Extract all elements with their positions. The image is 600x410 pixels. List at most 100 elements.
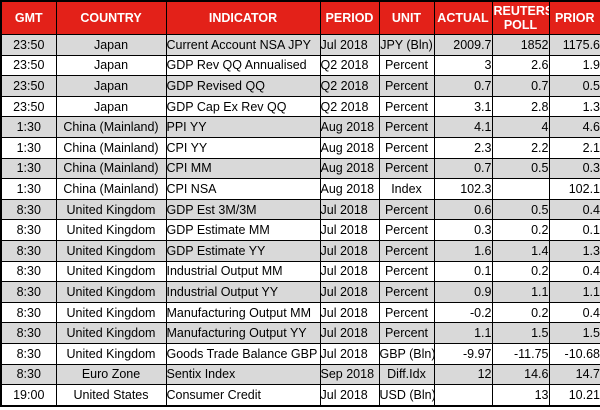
table-cell-actual: 12 [433,363,493,386]
table-cell-indicator: Goods Trade Balance GBP [165,342,321,365]
table-cell-reuters_poll: 0.5 [491,198,550,221]
table-row: 19:00 United States Consumer Credit Jul 201… [0,384,600,407]
table-cell-prior: 14.7 [548,363,600,386]
table-cell-gmt: 8:30 [0,219,57,241]
table-cell-country: United Kingdom [55,239,167,262]
table-cell-indicator: GDP Cap Ex Rev QQ [165,95,321,118]
table-cell-reuters_poll: 1.5 [491,322,550,344]
table-cell-actual: 2009.7 [433,34,493,56]
table-cell-gmt: 8:30 [0,363,57,386]
table-cell-period: Sep 2018 [319,363,380,386]
table-row: 8:30 United Kingdom Goods Trade Balance GB… [0,342,600,365]
table-cell-indicator: Sentix Index [165,363,321,386]
table-cell-prior: 1.1 [548,281,600,303]
table-cell-country: Japan [55,34,167,56]
table-cell-country: United Kingdom [55,198,167,221]
table-cell-indicator: Manufacturing Output MM [165,301,321,324]
table-cell-gmt: 23:50 [0,54,57,77]
table-row: 8:30 United Kingdom Industrial Output YY Ju… [0,281,600,303]
table-cell-actual: 0.7 [433,157,493,180]
table-cell-indicator: Current Account NSA JPY [165,34,321,56]
table-cell-reuters_poll: 0.5 [491,157,550,180]
table-cell-actual [433,384,493,407]
table-cell-country: United Kingdom [55,342,167,365]
table-cell-actual: 3.1 [433,95,493,118]
column-header-country: COUNTRY [55,0,167,35]
table-row: 23:50 Japan GDP Rev QQ Annualised Q2 2018 Pe… [0,54,600,77]
table-cell-reuters_poll: 2.8 [491,95,550,118]
table-cell-indicator: CPI YY [165,136,321,159]
table-cell-country: United Kingdom [55,322,167,344]
table-cell-actual: 0.3 [433,219,493,241]
table-cell-actual: 1.6 [433,239,493,262]
table-row: 8:30 United Kingdom Manufacturing Output Y… [0,322,600,344]
table-cell-prior: 1.3 [548,95,600,118]
table-cell-unit: Percent [378,198,435,221]
table-body: 23:50 Japan Current Account NSA JPY Jul 201… [0,34,600,407]
table-cell-reuters_poll: 2.2 [491,136,550,159]
table-cell-period: Jul 2018 [319,34,380,56]
table-cell-reuters_poll: 2.6 [491,54,550,77]
table-cell-period: Aug 2018 [319,136,380,159]
table-cell-country: Japan [55,54,167,77]
table-cell-reuters_poll: 14.6 [491,363,550,386]
table-cell-country: China (Mainland) [55,116,167,138]
table-cell-reuters_poll: 0.2 [491,260,550,283]
table-cell-period: Jul 2018 [319,239,380,262]
table-cell-actual: 1.1 [433,322,493,344]
table-cell-unit: Index [378,178,435,200]
table-cell-gmt: 8:30 [0,260,57,283]
table-cell-unit: Percent [378,136,435,159]
table-cell-reuters_poll: 4 [491,116,550,138]
table-cell-unit: Percent [378,301,435,324]
column-header-indicator: INDICATOR [165,0,321,35]
table-cell-actual: 0.1 [433,260,493,283]
table-row: 8:30 United Kingdom Manufacturing Output M… [0,301,600,324]
table-cell-indicator: Consumer Credit [165,384,321,407]
table-row: 23:50 Japan GDP Revised QQ Q2 2018 Percent 0.… [0,75,600,97]
table-cell-indicator: GDP Rev QQ Annualised [165,54,321,77]
table-cell-reuters_poll: -11.75 [491,342,550,365]
table-cell-indicator: PPI YY [165,116,321,138]
table-cell-reuters_poll: 13 [491,384,550,407]
table-cell-country: United States [55,384,167,407]
table-cell-actual: 102.3 [433,178,493,200]
table-cell-country: Japan [55,95,167,118]
table-cell-prior: 2.1 [548,136,600,159]
table-cell-gmt: 1:30 [0,157,57,180]
header-row: GMT COUNTRY INDICATOR PERIOD UNIT ACTUAL REUTE… [0,0,600,35]
column-header-gmt: GMT [0,0,57,35]
table-cell-prior: 1175.6 [548,34,600,56]
table-row: 8:30 Euro Zone Sentix Index Sep 2018 Diff.Id… [0,363,600,386]
table-cell-actual: 3 [433,54,493,77]
table-cell-period: Jul 2018 [319,198,380,221]
table-cell-unit: Percent [378,116,435,138]
table-cell-country: China (Mainland) [55,136,167,159]
table-cell-prior: 0.3 [548,157,600,180]
table-cell-actual: 0.7 [433,75,493,97]
table-cell-country: United Kingdom [55,219,167,241]
table-cell-indicator: GDP Estimate MM [165,219,321,241]
table-cell-gmt: 23:50 [0,75,57,97]
table-row: 1:30 China (Mainland) CPI YY Aug 2018 Percen… [0,136,600,159]
table-cell-reuters_poll: 0.2 [491,219,550,241]
table-cell-gmt: 8:30 [0,342,57,365]
table-row: 8:30 United Kingdom Industrial Output MM Ju… [0,260,600,283]
table-cell-actual: 0.6 [433,198,493,221]
table-cell-actual: 0.9 [433,281,493,303]
table-cell-unit: JPY (Bln) [378,34,435,56]
table-cell-actual: -0.2 [433,301,493,324]
table-cell-period: Jul 2018 [319,342,380,365]
table-cell-country: United Kingdom [55,260,167,283]
table-cell-country: United Kingdom [55,281,167,303]
table-cell-actual: -9.97 [433,342,493,365]
column-header-period: PERIOD [319,0,380,35]
table-cell-gmt: 8:30 [0,198,57,221]
table-cell-gmt: 1:30 [0,116,57,138]
table-cell-period: Q2 2018 [319,75,380,97]
table-cell-gmt: 8:30 [0,281,57,303]
table-cell-unit: Percent [378,322,435,344]
table-row: 8:30 United Kingdom GDP Estimate YY Jul 201… [0,239,600,262]
table-cell-reuters_poll: 0.2 [491,301,550,324]
table-cell-period: Aug 2018 [319,157,380,180]
